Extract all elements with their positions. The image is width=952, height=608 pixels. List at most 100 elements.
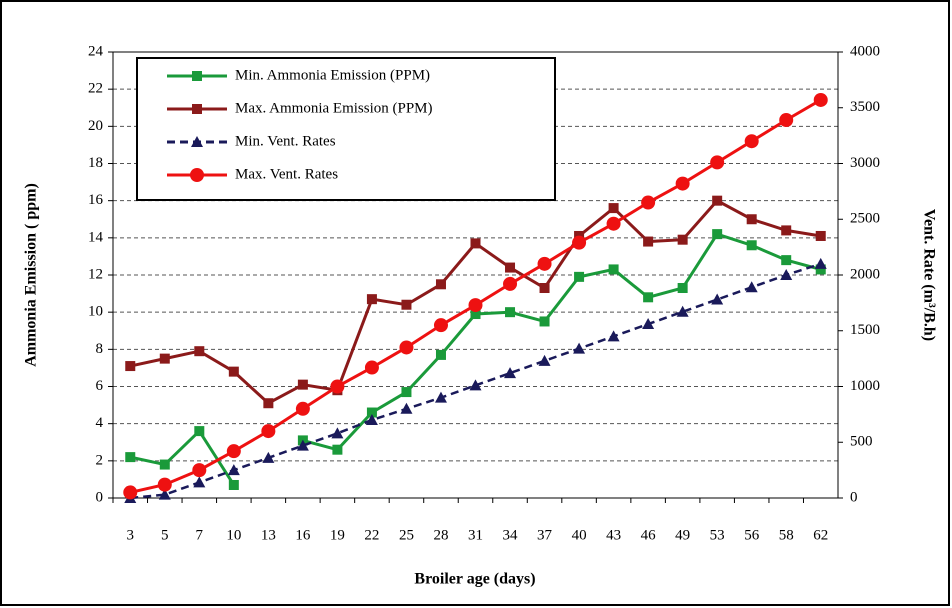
- x-tick-label: 43: [606, 527, 621, 543]
- x-tick-label: 7: [196, 527, 204, 543]
- legend-label: Max. Vent. Rates: [235, 166, 338, 182]
- y-tick-label: 12: [88, 266, 103, 282]
- y2-tick-label: 500: [850, 434, 873, 450]
- data-point: [228, 366, 239, 377]
- data-point: [227, 464, 240, 476]
- x-tick-label: 37: [537, 527, 553, 543]
- data-point: [573, 342, 586, 354]
- data-point: [676, 305, 689, 317]
- x-tick-label: 62: [813, 527, 828, 543]
- data-point: [331, 427, 344, 439]
- data-point: [745, 281, 758, 293]
- legend-marker: [190, 168, 204, 182]
- y-tick-label: 14: [88, 229, 104, 245]
- data-point: [746, 214, 757, 225]
- x-tick-label: 28: [433, 527, 448, 543]
- x-tick-label: 10: [226, 527, 241, 543]
- data-point: [296, 439, 309, 451]
- data-point: [712, 229, 723, 240]
- x-axis-title: Broiler age (days): [414, 571, 535, 588]
- data-point: [744, 134, 759, 149]
- legend-marker: [192, 104, 202, 114]
- data-point: [781, 225, 792, 236]
- data-point: [194, 426, 205, 437]
- x-tick-label: 49: [675, 527, 690, 543]
- y-tick-label: 10: [88, 304, 103, 320]
- y-tick-label: 2: [96, 452, 104, 468]
- y2-tick-label: 1500: [850, 322, 880, 338]
- data-point: [297, 379, 308, 390]
- y2-tick-label: 1000: [850, 378, 880, 394]
- data-point: [400, 402, 413, 414]
- data-point: [194, 346, 205, 357]
- legend-marker: [191, 136, 203, 147]
- y-tick-label: 0: [96, 489, 104, 505]
- data-point: [158, 488, 171, 500]
- data-point: [537, 256, 552, 271]
- data-point: [503, 276, 518, 291]
- data-point: [712, 195, 723, 206]
- y2-tick-label: 4000: [850, 43, 880, 59]
- data-point: [159, 353, 170, 364]
- data-point: [608, 203, 619, 214]
- data-point: [815, 230, 826, 241]
- x-tick-label: 56: [744, 527, 760, 543]
- x-tick-label: 34: [503, 527, 519, 543]
- data-point: [470, 309, 481, 320]
- data-point: [366, 294, 377, 305]
- data-point: [539, 316, 550, 327]
- data-point: [505, 262, 516, 273]
- data-point: [675, 176, 690, 191]
- data-point: [435, 349, 446, 360]
- data-point: [815, 264, 826, 275]
- x-tick-label: 16: [295, 527, 311, 543]
- x-tick-label: 22: [364, 527, 379, 543]
- y-tick-label: 18: [88, 155, 103, 171]
- data-point: [608, 264, 619, 275]
- data-point: [643, 236, 654, 247]
- y-tick-label: 4: [96, 415, 104, 431]
- data-point: [193, 476, 206, 488]
- data-point: [263, 398, 274, 409]
- x-tick-label: 13: [261, 527, 276, 543]
- data-point: [433, 318, 448, 333]
- data-point: [261, 424, 276, 439]
- data-point: [125, 452, 136, 463]
- plot-frame: [112, 51, 839, 499]
- y-tick-label: 6: [96, 378, 104, 394]
- data-point: [504, 367, 517, 379]
- data-point: [125, 361, 136, 372]
- data-point: [746, 240, 757, 251]
- data-point: [295, 401, 310, 416]
- data-point: [677, 234, 688, 245]
- data-point: [813, 92, 828, 107]
- y2-axis-title: Vent. Rate (m³/B.h): [920, 209, 937, 341]
- data-point: [572, 235, 587, 250]
- x-tick-label: 53: [710, 527, 725, 543]
- x-tick-label: 46: [641, 527, 657, 543]
- y2-tick-label: 2000: [850, 266, 880, 282]
- y2-tick-label: 0: [850, 489, 858, 505]
- data-point: [607, 330, 620, 342]
- x-tick-label: 58: [779, 527, 794, 543]
- data-point: [539, 283, 550, 294]
- y-tick-label: 16: [88, 192, 104, 208]
- data-point: [781, 255, 792, 266]
- data-point: [192, 463, 207, 478]
- y-axis-title: Ammonia Emission ( ppm): [23, 183, 40, 367]
- y-tick-label: 8: [96, 341, 104, 357]
- data-point: [470, 238, 481, 249]
- data-point: [606, 216, 621, 231]
- y2-tick-label: 2500: [850, 211, 880, 227]
- data-point: [228, 479, 239, 490]
- data-point: [435, 279, 446, 290]
- data-point: [401, 387, 412, 398]
- legend-label: Min. Ammonia Emission (PPM): [235, 67, 430, 83]
- data-point: [332, 444, 343, 455]
- y-tick-label: 24: [88, 43, 104, 59]
- data-point: [538, 354, 551, 366]
- data-point: [366, 407, 377, 418]
- data-point: [434, 391, 447, 403]
- data-point: [123, 485, 138, 500]
